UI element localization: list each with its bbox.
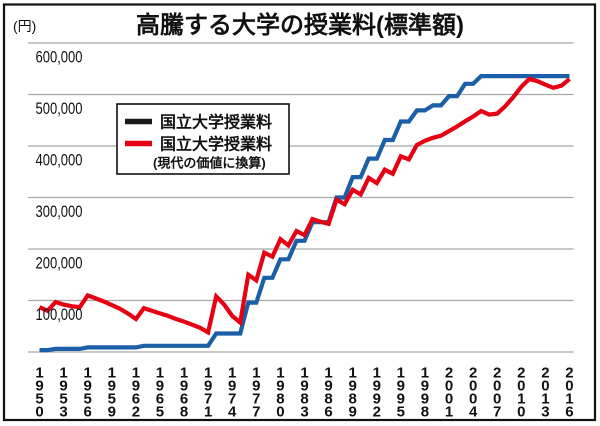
y-tick-label: 400,000: [36, 151, 83, 170]
y-tick-label: 100,000: [36, 305, 83, 324]
y-tick-label: 600,000: [36, 48, 83, 67]
legend-label-real-line2: (現代の価値に換算): [153, 156, 266, 171]
y-axis-unit-label: (円): [13, 18, 36, 34]
image-border: [2, 3, 597, 422]
y-axis-labels: 100,000 200,000 300,000 400,000 500,000 600,0…: [36, 48, 83, 325]
y-tick-label: 500,000: [36, 99, 83, 118]
y-tick-label: 300,000: [36, 202, 83, 221]
series-line-1: [38, 76, 571, 336]
legend-label-nominal: 国立大学授業料: [160, 113, 272, 132]
y-tick-label: 200,000: [36, 254, 83, 273]
chart-title: 高騰する大学の授業料(標準額): [136, 11, 464, 39]
legend-box: [116, 103, 290, 175]
x-axis-labels: 1 9 5 0 1 9 5 3 1 9 5 6 1 9 5 9 1 9 6 2 1 9 6 5 1 9 6 8 1 9 7 1 1 9 7 4 1 9 7 7…: [35, 365, 573, 421]
legend-label-real: 国立大学授業料: [160, 135, 272, 154]
legend: 国立大学授業料 国立大学授業料 (現代の価値に換算): [116, 103, 290, 175]
series-lines: [38, 73, 571, 353]
series-line-0: [39, 73, 570, 353]
